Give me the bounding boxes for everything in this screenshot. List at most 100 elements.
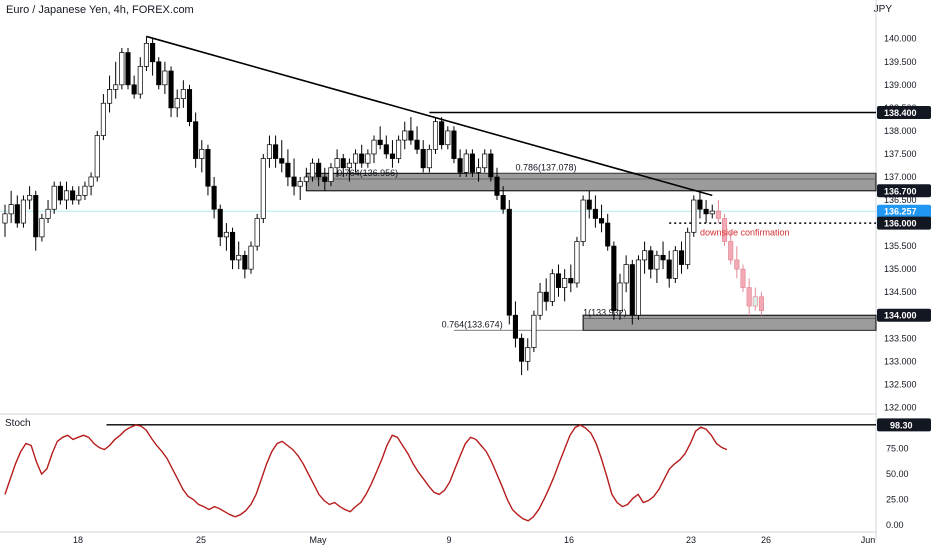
candle xyxy=(457,158,463,173)
candle xyxy=(70,190,76,201)
candle xyxy=(20,199,27,224)
projection-candle xyxy=(728,241,734,261)
candle xyxy=(57,185,63,201)
candle xyxy=(555,273,562,288)
candle xyxy=(494,176,500,196)
candle xyxy=(691,199,697,233)
candle xyxy=(82,185,88,196)
projection-candle xyxy=(752,296,758,307)
candle xyxy=(426,148,432,169)
candle xyxy=(543,291,549,302)
candle xyxy=(629,264,635,316)
candle xyxy=(537,291,543,316)
price-label-box xyxy=(877,105,931,119)
price-tick-label: 140.000 xyxy=(884,34,917,44)
support-resistance-zone xyxy=(582,314,877,331)
price-tick-label: 132.500 xyxy=(884,379,917,389)
candle xyxy=(611,245,617,311)
candle xyxy=(254,218,260,247)
price-tick-label: 135.000 xyxy=(884,264,917,274)
candle xyxy=(389,153,396,159)
candle xyxy=(322,176,328,182)
projection-candle xyxy=(758,296,765,311)
price-tick-label: 139.500 xyxy=(884,57,917,67)
price-tick-label: 132.000 xyxy=(884,402,917,412)
candle xyxy=(230,231,236,261)
price-label-text: 136.257 xyxy=(884,207,917,217)
candle xyxy=(279,158,285,164)
projection-candle xyxy=(740,268,746,288)
candle xyxy=(586,199,592,210)
candle xyxy=(432,121,439,150)
candle xyxy=(217,208,223,238)
price-label-box xyxy=(877,308,931,322)
candle xyxy=(623,264,629,284)
candle xyxy=(654,254,660,270)
candle xyxy=(642,250,648,261)
candle xyxy=(549,273,555,302)
candle xyxy=(414,139,420,150)
price-label-text: 134.000 xyxy=(884,311,917,321)
currency-label: JPY xyxy=(873,4,892,15)
candle xyxy=(266,144,273,159)
stoch-tick-label: 0.00 xyxy=(886,520,904,530)
price-label-136.700: 136.700 xyxy=(877,184,931,198)
candle xyxy=(346,162,352,169)
candle xyxy=(525,347,531,362)
price-tick-label: 133.500 xyxy=(884,333,917,343)
price-label-text: 136.000 xyxy=(884,219,917,229)
candle xyxy=(94,135,100,178)
time-tick-label: 18 xyxy=(73,535,83,545)
candle xyxy=(598,218,605,224)
candle xyxy=(106,89,113,104)
candle xyxy=(562,278,568,288)
candle xyxy=(180,89,186,99)
time-tick-label: 25 xyxy=(196,535,206,545)
candle xyxy=(45,208,51,219)
fib-level-label: 0.786(137.078) xyxy=(515,162,576,172)
candle xyxy=(297,181,303,187)
stoch-tick-label: 75.00 xyxy=(886,444,909,454)
projection-candle xyxy=(715,210,721,219)
candle xyxy=(709,210,715,215)
price-tick-label: 137.500 xyxy=(884,149,917,159)
candle xyxy=(328,167,334,182)
candle xyxy=(242,254,248,270)
stoch-k-line xyxy=(4,424,728,522)
candle xyxy=(703,208,709,215)
candle xyxy=(568,278,574,284)
candle xyxy=(143,42,150,67)
candle xyxy=(156,61,162,86)
candle xyxy=(420,148,426,169)
price-label-box xyxy=(877,216,931,230)
price-label-text: 138.400 xyxy=(884,108,917,118)
candle xyxy=(531,314,537,348)
candle xyxy=(27,195,33,201)
price-tick-label: 138.000 xyxy=(884,126,917,136)
candle xyxy=(125,52,131,86)
price-tick-label: 135.500 xyxy=(884,241,917,251)
candle xyxy=(236,254,242,261)
candle xyxy=(574,241,580,284)
stoch-level-label: 98.30 xyxy=(877,418,931,432)
candle xyxy=(445,130,451,146)
candle xyxy=(168,70,174,109)
candle xyxy=(273,144,279,159)
candle xyxy=(199,148,205,159)
candle xyxy=(137,66,143,95)
candle xyxy=(119,52,125,86)
candle xyxy=(193,121,199,159)
fib-level-label: 0.764(136.956) xyxy=(337,168,398,178)
candle xyxy=(211,185,217,210)
candle xyxy=(500,195,506,210)
candle xyxy=(248,245,254,270)
candle xyxy=(88,176,94,187)
stoch-pane-label: Stoch xyxy=(5,418,31,429)
candle xyxy=(476,167,482,173)
candle xyxy=(519,337,525,362)
candle xyxy=(260,158,266,219)
candle xyxy=(592,208,598,219)
candle xyxy=(396,139,402,159)
price-tick-label: 133.000 xyxy=(884,356,917,366)
